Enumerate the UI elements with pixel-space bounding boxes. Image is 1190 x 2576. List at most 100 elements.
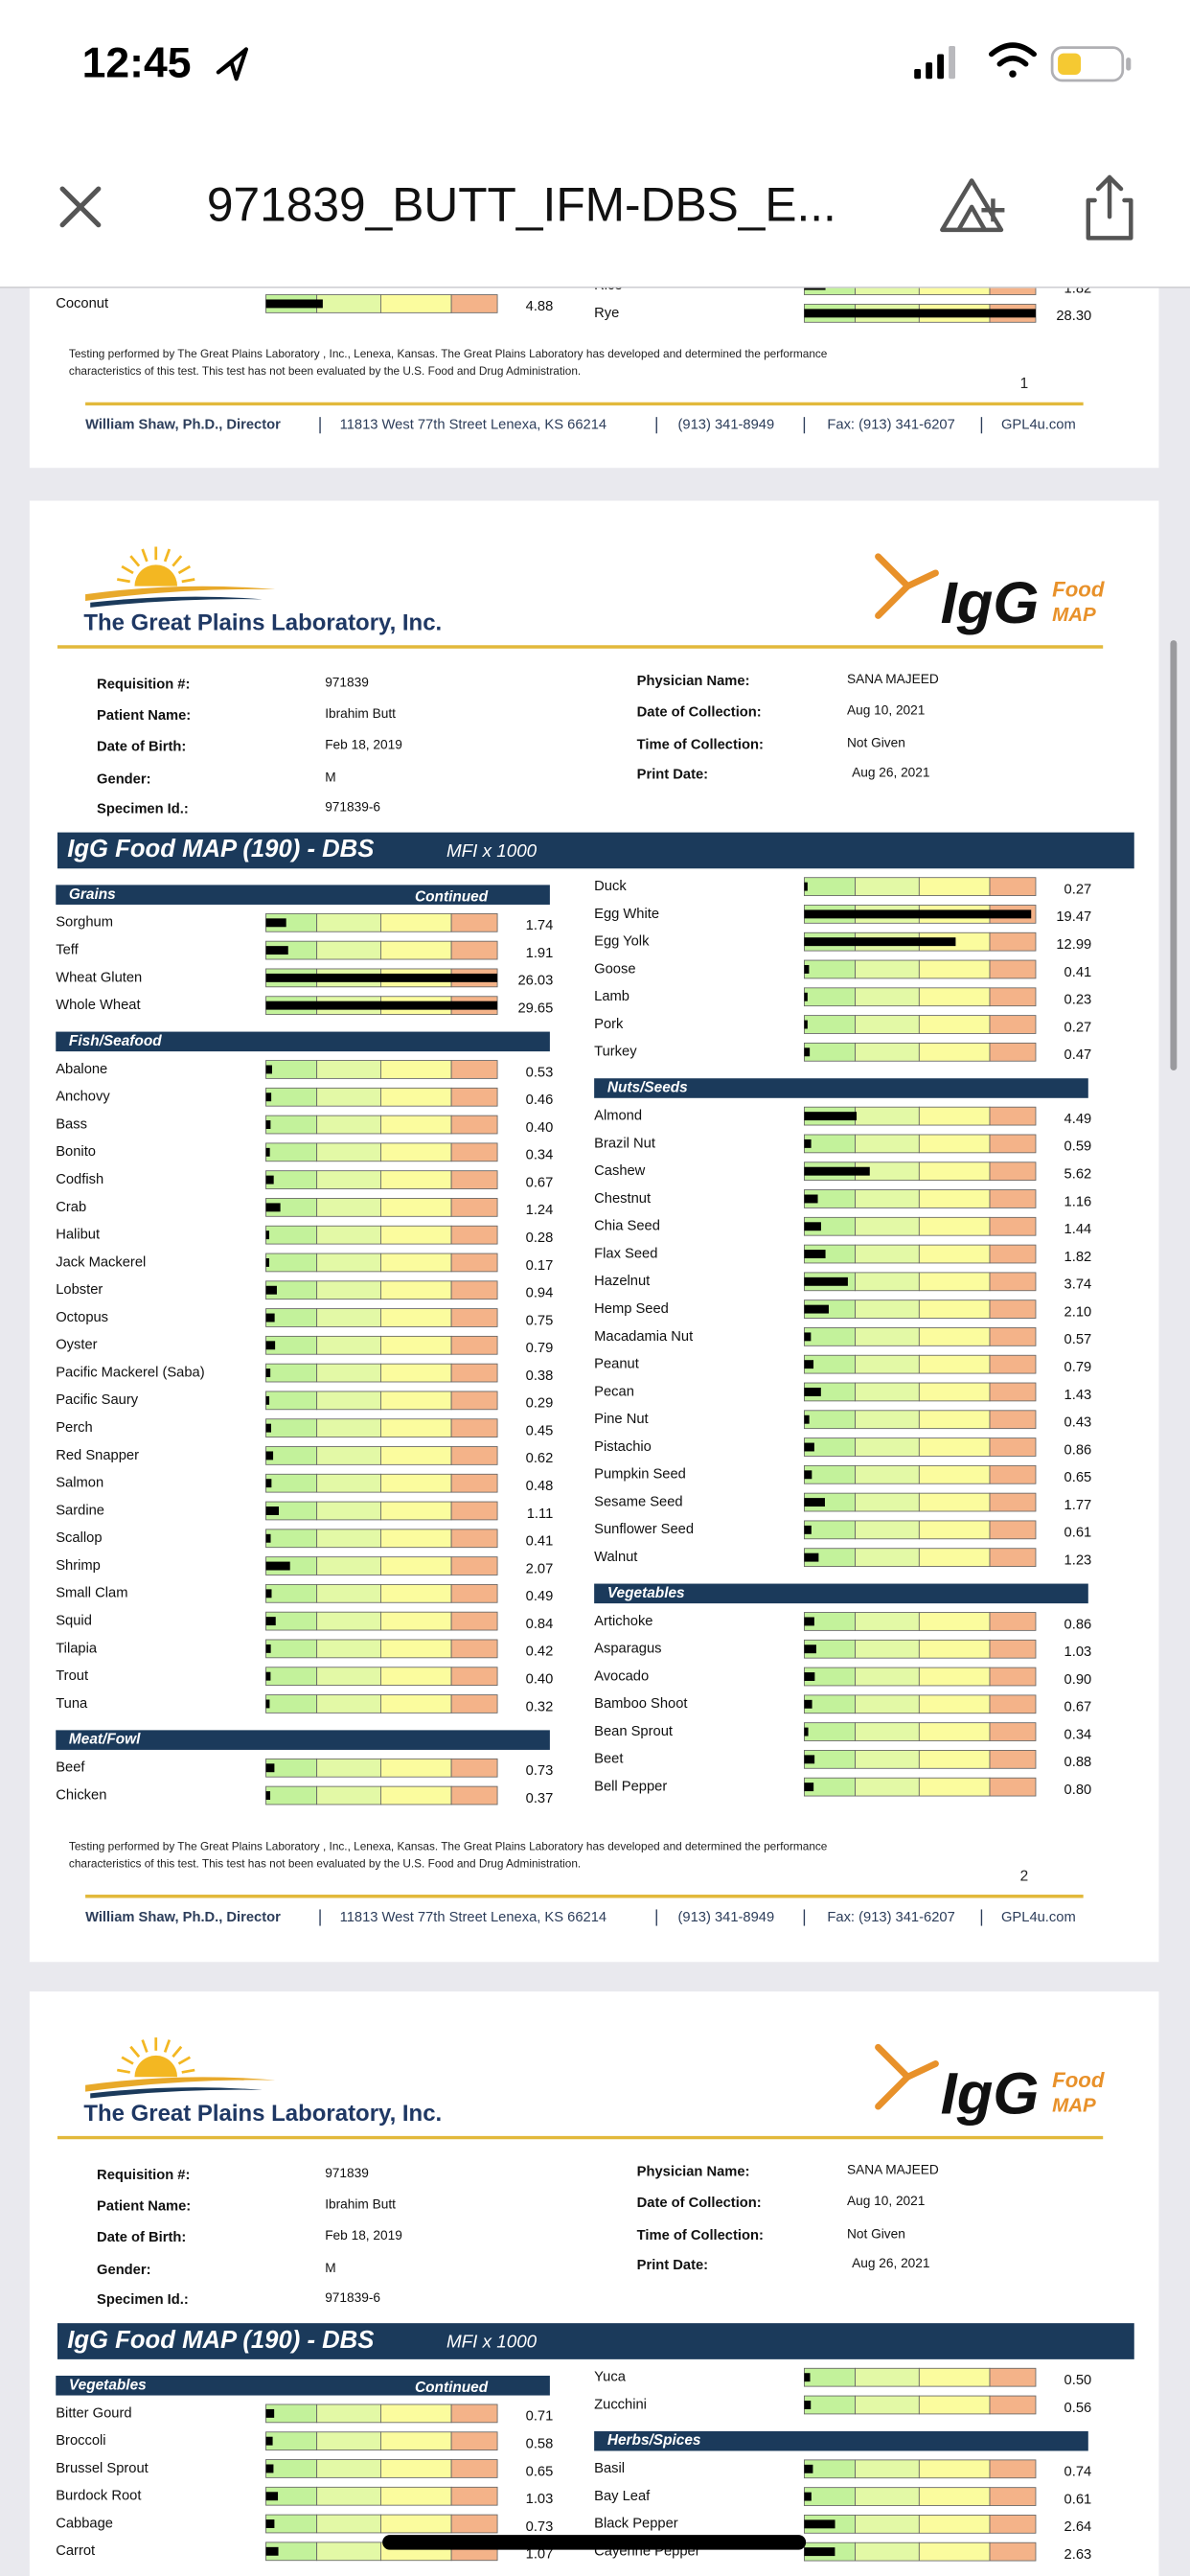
lab-logo: [85, 546, 276, 608]
range-zone: [989, 1639, 1037, 1659]
food-value: 1.74: [526, 918, 554, 933]
markup-button[interactable]: [940, 178, 1005, 233]
result-bar: [265, 1341, 276, 1350]
range-zone: [855, 1694, 920, 1714]
range-zone: [918, 987, 991, 1007]
food-value: 0.58: [526, 2436, 554, 2451]
section-title: Vegetables: [69, 2377, 147, 2393]
range-zone: [316, 1694, 381, 1714]
result-bar: [804, 965, 810, 974]
range-zone: [989, 1106, 1037, 1126]
info-label: Time of Collection:: [637, 2228, 764, 2243]
range-zone: [989, 2459, 1037, 2479]
report-title: IgG Food MAP (190) - DBS: [67, 836, 374, 862]
range-zone: [380, 1529, 452, 1549]
range-zone: [316, 2404, 381, 2424]
info-value: Aug 26, 2021: [852, 766, 929, 780]
range-zone: [989, 1042, 1037, 1062]
range-zone: [380, 1611, 452, 1631]
info-value: Aug 26, 2021: [852, 2256, 929, 2270]
range-zone: [918, 1015, 991, 1034]
food-value: 0.34: [526, 1148, 554, 1163]
food-value: 1.82: [1064, 1250, 1092, 1265]
range-zone: [380, 294, 452, 313]
header-background: [0, 0, 1190, 288]
report-title-bar: [57, 2323, 1134, 2359]
range-zone: [450, 1308, 498, 1327]
food-value: 0.61: [1064, 1526, 1092, 1541]
close-button[interactable]: [59, 186, 102, 228]
range-zone: [855, 1639, 920, 1659]
range-zone: [380, 2514, 452, 2534]
range-zone: [855, 2487, 920, 2506]
food-name: Tuna: [56, 1696, 88, 1712]
food-value: 0.53: [526, 1065, 554, 1080]
range-zone: [265, 1639, 318, 1659]
food-name: Oyster: [56, 1338, 97, 1353]
range-zone: [450, 1583, 498, 1603]
range-zone: [855, 1272, 920, 1292]
result-bar: [804, 2373, 811, 2382]
sun-ray: [121, 2056, 134, 2065]
antibody-icon: [875, 553, 939, 619]
food-value: 3.74: [1064, 1277, 1092, 1293]
result-bar: [265, 1395, 270, 1405]
igg-logo-map: MAP: [1052, 604, 1096, 626]
range-zone: [316, 1639, 381, 1659]
range-zone: [380, 1446, 452, 1465]
range-zone: [989, 1667, 1037, 1687]
range-zone: [803, 1327, 856, 1346]
result-bar: [265, 1000, 498, 1010]
info-label: Patient Name:: [97, 2198, 191, 2214]
food-name: Whole Wheat: [56, 998, 140, 1013]
scrollbar: [1170, 640, 1178, 1071]
range-zone: [918, 1272, 991, 1292]
range-zone: [855, 2367, 920, 2387]
footer-text: (913) 341-8949: [678, 1910, 775, 1925]
food-value: 1.23: [1064, 1552, 1092, 1568]
food-value: 12.99: [1056, 937, 1091, 953]
range-zone: [265, 1253, 318, 1273]
range-zone: [989, 2515, 1037, 2534]
food-value: 0.86: [1064, 1617, 1092, 1632]
food-name: Turkey: [594, 1045, 637, 1060]
info-label: Gender:: [97, 772, 150, 788]
food-value: 0.41: [1064, 965, 1092, 980]
result-bar: [265, 1791, 271, 1801]
range-zone: [918, 1354, 991, 1374]
range-zone: [989, 2395, 1037, 2415]
range-zone: [380, 2486, 452, 2506]
range-zone: [855, 1015, 920, 1034]
food-name: Cabbage: [56, 2516, 113, 2531]
igg-logo-map: MAP: [1052, 2094, 1096, 2116]
share-button[interactable]: [1086, 174, 1133, 241]
range-zone: [918, 1438, 991, 1457]
result-bar: [804, 1138, 812, 1148]
report-title-bar: [57, 832, 1134, 869]
range-zone: [803, 1410, 856, 1430]
food-name: Sesame Seed: [594, 1494, 682, 1509]
disclaimer: characteristics of this test. This test …: [69, 364, 581, 378]
result-bar: [804, 1782, 814, 1792]
info-label: Date of Birth:: [97, 2230, 186, 2245]
range-zone: [380, 1253, 452, 1273]
food-name: Pistachio: [594, 1439, 652, 1455]
range-zone: [918, 2515, 991, 2534]
range-zone: [380, 1694, 452, 1714]
range-zone: [265, 1391, 318, 1411]
range-zone: [450, 1639, 498, 1659]
range-zone: [316, 912, 381, 932]
result-bar: [265, 299, 323, 309]
page-number: 2: [1020, 1868, 1029, 1884]
range-zone: [918, 1777, 991, 1797]
range-zone: [855, 2395, 920, 2415]
food-name: Pumpkin Seed: [594, 1467, 686, 1483]
info-value: Ibrahim Butt: [325, 706, 396, 721]
result-bar: [265, 1092, 272, 1102]
food-value: 0.23: [1064, 993, 1092, 1008]
food-value: 1.91: [526, 946, 554, 961]
range-zone: [380, 1758, 452, 1778]
igg-logo-food: Food: [1052, 2068, 1105, 2092]
sun-ray: [172, 2045, 183, 2058]
